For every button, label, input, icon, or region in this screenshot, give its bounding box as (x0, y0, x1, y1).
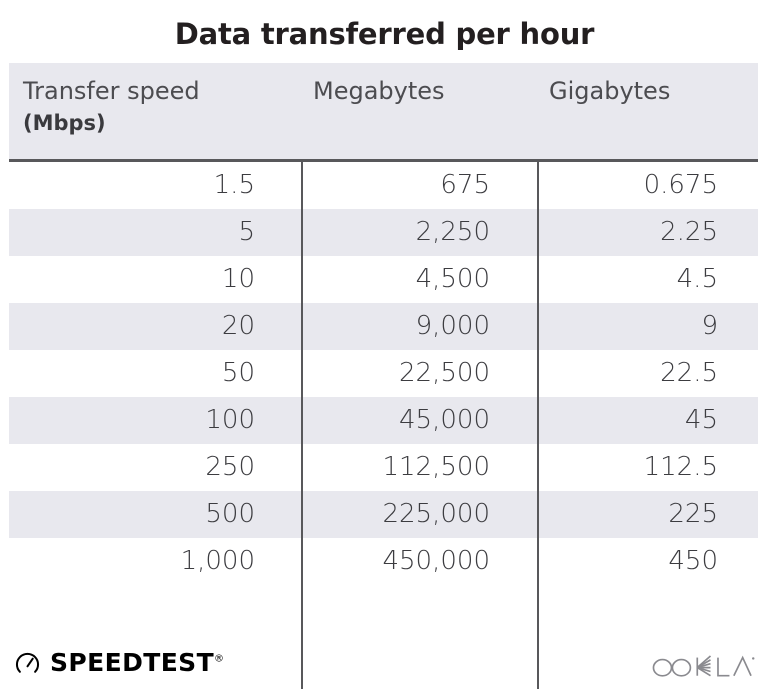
table-row: 50 22,500 22.5 (9, 350, 758, 397)
table-row: 20 9,000 9 (9, 303, 758, 350)
cell-megabytes: 4,500 (415, 264, 490, 294)
cell-transfer-speed: 1.5 (213, 170, 255, 200)
cell-megabytes: 2,250 (415, 217, 490, 247)
column-header-transfer-speed-unit: (Mbps) (23, 111, 106, 135)
cell-megabytes: 675 (440, 170, 490, 200)
cell-gigabytes: 450 (668, 546, 718, 576)
page-title: Data transferred per hour (174, 17, 595, 51)
column-header-transfer-speed: Transfer speed (Mbps) (23, 76, 293, 138)
ookla-logo (651, 652, 755, 682)
table-row: 1.5 675 0.675 (9, 162, 758, 209)
column-header-megabytes: Megabytes (313, 77, 445, 105)
cell-megabytes: 225,000 (382, 499, 490, 529)
speedtest-logo: SPEEDTEST® (14, 648, 224, 677)
cell-transfer-speed: 250 (205, 452, 255, 482)
table-row: 100 45,000 45 (9, 397, 758, 444)
data-table: Transfer speed (Mbps) Megabytes Gigabyte… (9, 63, 758, 689)
cell-gigabytes: 22.5 (660, 358, 718, 388)
cell-transfer-speed: 20 (221, 311, 255, 341)
cell-transfer-speed: 500 (205, 499, 255, 529)
speedtest-wordmark: SPEEDTEST® (50, 648, 224, 677)
cell-megabytes: 22,500 (399, 358, 490, 388)
cell-gigabytes: 112.5 (643, 452, 718, 482)
table-row: 5 2,250 2.25 (9, 209, 758, 256)
table-row: 1,000 450,000 450 (9, 538, 758, 585)
cell-transfer-speed: 5 (238, 217, 255, 247)
speedtest-trademark: ® (214, 653, 225, 665)
cell-gigabytes: 4.5 (676, 264, 718, 294)
table-row: 10 4,500 4.5 (9, 256, 758, 303)
table-body: 1.5 675 0.675 5 2,250 2.25 10 4,500 4.5 … (9, 162, 758, 689)
cell-megabytes: 45,000 (399, 405, 490, 435)
cell-transfer-speed: 1,000 (180, 546, 255, 576)
column-header-transfer-speed-label: Transfer speed (23, 77, 200, 105)
table-row: 500 225,000 225 (9, 491, 758, 538)
column-header-gigabytes: Gigabytes (549, 77, 671, 105)
ookla-wordmark (651, 652, 755, 682)
cell-transfer-speed: 100 (205, 405, 255, 435)
column-divider-1 (301, 162, 303, 689)
column-divider-2 (537, 162, 539, 689)
speedometer-icon (14, 649, 41, 676)
cell-gigabytes: 9 (701, 311, 718, 341)
cell-gigabytes: 2.25 (660, 217, 718, 247)
cell-megabytes: 9,000 (415, 311, 490, 341)
cell-gigabytes: 0.675 (643, 170, 718, 200)
cell-gigabytes: 45 (684, 405, 718, 435)
table-header-row: Transfer speed (Mbps) Megabytes Gigabyte… (9, 63, 758, 162)
cell-transfer-speed: 50 (221, 358, 255, 388)
footer: SPEEDTEST® (0, 640, 769, 698)
cell-gigabytes: 225 (668, 499, 718, 529)
cell-megabytes: 112,500 (382, 452, 490, 482)
cell-megabytes: 450,000 (382, 546, 490, 576)
cell-transfer-speed: 10 (221, 264, 255, 294)
table-row: 250 112,500 112.5 (9, 444, 758, 491)
speedtest-wordmark-text: SPEEDTEST (50, 648, 215, 677)
